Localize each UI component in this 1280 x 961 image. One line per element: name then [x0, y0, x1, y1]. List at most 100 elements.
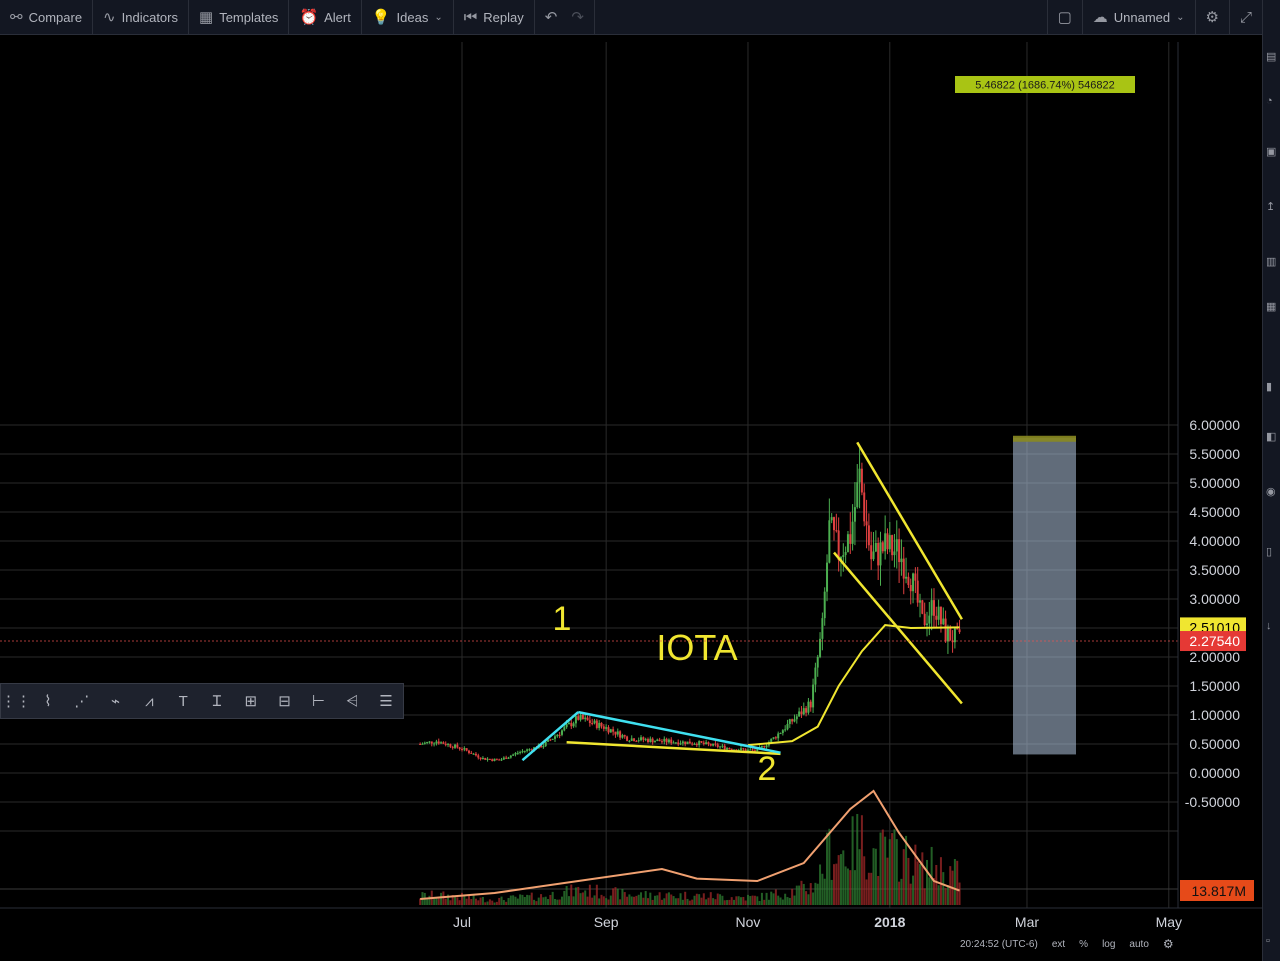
volume-bar — [814, 882, 817, 905]
candle-body — [440, 742, 443, 744]
candle-body — [742, 748, 745, 750]
volume-bar — [456, 897, 459, 905]
candle-body — [721, 745, 724, 747]
percent-toggle[interactable]: % — [1079, 938, 1089, 950]
candle-body — [628, 740, 631, 742]
abcd-pattern-icon[interactable]: ⋰ — [74, 693, 90, 710]
candle-body — [435, 741, 438, 744]
candle-body — [626, 736, 629, 741]
candle-body — [658, 739, 661, 742]
replay-button[interactable]: ⏮ Replay — [454, 0, 535, 34]
forecast-icon[interactable]: ⩤ — [346, 692, 359, 710]
indicators-button[interactable]: ∿ Indicators — [93, 0, 189, 34]
candle-body — [526, 749, 529, 751]
news-icon[interactable]: ▦ — [1266, 301, 1277, 313]
settings-icon[interactable]: ⚙ — [1162, 937, 1174, 951]
streams-icon[interactable]: ◉ — [1266, 486, 1276, 498]
volume-bar — [774, 889, 777, 905]
candle-body — [530, 749, 533, 751]
auto-toggle[interactable]: auto — [1129, 938, 1149, 950]
y-tick-label: 0.00000 — [1189, 765, 1240, 781]
volume-bar — [844, 866, 847, 905]
ideas-stream-icon[interactable]: ◧ — [1266, 431, 1277, 443]
volume-bar — [498, 897, 501, 905]
alert-label: Alert — [324, 9, 351, 25]
volume-bar — [760, 892, 763, 905]
candle-body — [642, 737, 645, 740]
vertical-text-icon[interactable]: Ɪ — [212, 693, 222, 710]
volume-bar — [577, 886, 580, 905]
candle-body — [928, 615, 931, 624]
data-window-icon[interactable]: ▣ — [1266, 146, 1277, 158]
settings-button[interactable]: ⚙ — [1196, 0, 1230, 34]
candle-body — [930, 600, 933, 616]
candle-body — [637, 740, 640, 742]
alert-button[interactable]: ⏰ Alert — [289, 0, 362, 34]
candle-body — [814, 667, 817, 685]
hotlist-icon[interactable]: ↥ — [1266, 201, 1276, 213]
candle-body — [570, 722, 573, 727]
candle-body — [444, 743, 447, 746]
ext-toggle[interactable]: ext — [1051, 938, 1066, 950]
candle-body — [484, 757, 487, 760]
candle-body — [884, 533, 887, 552]
text-tool-icon[interactable]: T — [178, 692, 188, 710]
volume-bar — [726, 900, 729, 905]
y-tick-label: 2.00000 — [1189, 649, 1240, 665]
candle-body — [916, 580, 919, 603]
log-toggle[interactable]: log — [1102, 938, 1116, 950]
expand-button[interactable]: ⤢ — [1230, 0, 1262, 34]
calendar-icon[interactable]: ▥ — [1266, 256, 1277, 268]
messages-icon[interactable]: ▯ — [1266, 546, 1273, 558]
layout-menu-button[interactable]: ☁ Unnamed ⌄ — [1083, 0, 1196, 34]
ideas-button[interactable]: 💡 Ideas ⌄ — [362, 0, 454, 34]
watchlist-icon[interactable]: ▤ — [1266, 51, 1277, 63]
volume-bar — [721, 895, 724, 905]
candle-body — [877, 542, 880, 566]
redo-icon[interactable]: ↷ — [571, 9, 584, 26]
candle-body — [635, 741, 638, 743]
undo-icon[interactable]: ↶ — [544, 9, 558, 26]
drag-handle[interactable]: ⋮⋮ — [1, 693, 31, 710]
fullscreen-toggle[interactable]: ▢ — [1046, 0, 1083, 34]
volume-bar — [826, 832, 829, 905]
chat-icon[interactable]: ▮ — [1266, 381, 1273, 393]
volume-bar — [812, 892, 815, 905]
date-price-range-icon[interactable]: ⊟ — [278, 693, 291, 710]
volume-bar — [419, 898, 422, 905]
volume-bar — [923, 888, 926, 905]
candle-body — [565, 724, 568, 728]
volume-bar — [621, 888, 624, 905]
y-tick-label: -0.50000 — [1185, 794, 1240, 810]
volume-bar — [881, 829, 884, 905]
candle-body — [905, 576, 908, 579]
clock-readout: 20:24:52 (UTC-6) — [960, 938, 1038, 950]
templates-button[interactable]: ▦ Templates — [189, 0, 290, 34]
triangle-pattern-icon[interactable]: ⩘ — [145, 692, 154, 710]
candle-body — [667, 739, 670, 743]
volume-bar — [744, 900, 747, 905]
pattern-tool-icon[interactable]: ⌇ — [44, 693, 52, 710]
volume-bar — [705, 899, 708, 905]
volume-bar — [619, 899, 622, 905]
y-tick-label: 1.00000 — [1189, 707, 1240, 723]
volume-bar — [900, 878, 903, 905]
price-range-icon[interactable]: ⊞ — [244, 693, 258, 710]
candle-body — [442, 742, 445, 744]
menu-lines-icon[interactable]: ☰ — [379, 693, 393, 710]
elliott-wave-icon[interactable]: ⌁ — [111, 693, 121, 710]
date-range-icon[interactable]: ⊢ — [311, 693, 325, 710]
trading-icon[interactable]: ↓ — [1266, 620, 1272, 632]
alerts-icon[interactable]: ◔ — [1266, 95, 1273, 107]
candle-body — [542, 746, 545, 748]
volume-bar — [733, 899, 736, 905]
volume-bar — [946, 884, 949, 905]
candle-body — [586, 717, 589, 721]
more-icon[interactable]: ▫ — [1266, 935, 1270, 947]
compare-button[interactable]: ⚯ Compare — [0, 0, 94, 34]
candle-body — [937, 606, 940, 620]
candle-body — [798, 711, 801, 717]
candle-body — [472, 753, 475, 755]
candle-body — [744, 749, 747, 751]
